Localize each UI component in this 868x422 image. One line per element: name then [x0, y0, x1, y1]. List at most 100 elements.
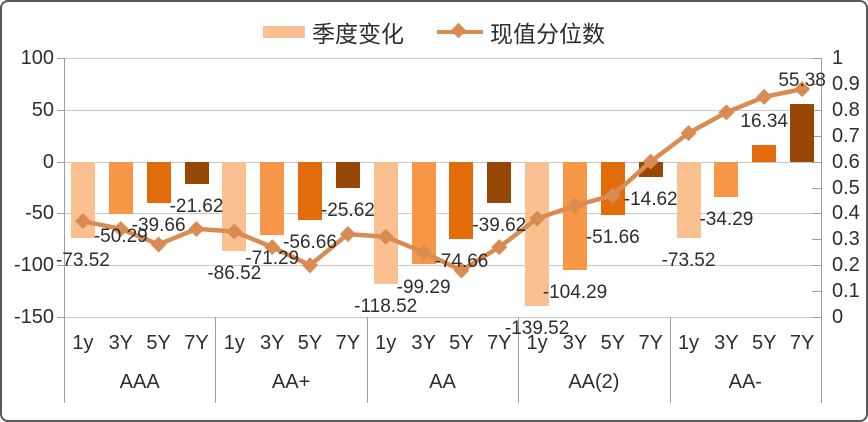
bar-AA-7Y — [487, 161, 512, 203]
right-axis-tick-0.9 — [812, 83, 821, 85]
bar-AA-5Y — [449, 161, 474, 239]
left-axis-label--100: -100 — [13, 254, 54, 277]
left-axis-tick--100 — [57, 265, 64, 267]
bar-AA(2)-3Y — [563, 161, 587, 270]
right-axis-tick-0.3 — [812, 239, 821, 241]
tenor-label-AA(2)-5Y: 5Y — [600, 332, 626, 354]
marker-AA(2)-3Y — [566, 197, 583, 214]
marker-AA--5Y — [756, 88, 773, 105]
bar-AAA-3Y — [108, 161, 133, 214]
left-axis-line — [64, 58, 65, 317]
marker-AA+-7Y — [339, 226, 356, 243]
bar-AA+-7Y — [335, 161, 360, 189]
bar-label-AA(2)-7Y: -14.62 — [623, 188, 678, 210]
group-label-AA+: AA+ — [271, 371, 311, 393]
marker-AA--7Y — [794, 81, 811, 98]
tenor-label-AAA-7Y: 7Y — [184, 332, 209, 354]
legend-line-marker — [437, 22, 483, 39]
bar-AA--5Y — [752, 144, 777, 162]
marker-AA(2)-5Y — [604, 187, 621, 204]
bar-label-AAA-1y: -73.52 — [55, 249, 110, 271]
marker-AA(2)-7Y — [642, 153, 659, 170]
marker-AAA-7Y — [188, 220, 205, 237]
bar-label-AA+-7Y: -25.62 — [320, 200, 375, 222]
bar-label-AA-7Y: -39.62 — [472, 214, 527, 236]
marker-AAA-3Y — [112, 220, 129, 237]
right-axis-label-0.3: 0.3 — [832, 228, 860, 251]
right-axis-tick-0.6 — [812, 161, 821, 163]
tenor-label-AA+-3Y: 3Y — [259, 332, 285, 354]
legend: 季度变化 现值分位数 — [263, 15, 605, 49]
marker-AA--1y — [680, 125, 697, 142]
left-axis-tick-0 — [57, 161, 64, 163]
right-axis-tick-0.2 — [812, 265, 821, 267]
group-separator-2 — [366, 317, 368, 403]
tenor-label-AA--7Y: 7Y — [789, 332, 815, 354]
tenor-label-AA(2)-1y: 1y — [526, 332, 548, 354]
bar-label-AAA-7Y: -21.62 — [169, 196, 224, 217]
group-separator-5 — [821, 317, 822, 403]
right-axis-label-0: 0 — [832, 306, 844, 328]
right-axis-label-0.1: 0.1 — [832, 280, 860, 303]
tenor-label-AA(2)-3Y: 3Y — [562, 332, 588, 354]
marker-AAA-1y — [74, 213, 91, 230]
right-axis-label-0.2: 0.2 — [832, 254, 860, 277]
right-axis-tick-0.1 — [812, 291, 821, 293]
left-axis-tick--50 — [57, 213, 64, 215]
marker-AA-5Y — [453, 262, 470, 279]
tenor-label-AA--3Y: 3Y — [714, 332, 739, 354]
right-axis-label-0.9: 0.9 — [832, 72, 860, 95]
percentile-line — [82, 86, 803, 273]
bar-AA--3Y — [714, 161, 739, 198]
marker-AA(2)-1y — [529, 210, 546, 227]
tenor-label-AA+-5Y: 5Y — [297, 332, 323, 354]
right-axis-tick-1 — [812, 58, 821, 59]
bar-label-AA--7Y: 55.38 — [778, 70, 826, 92]
left-axis-tick-50 — [57, 109, 64, 111]
right-axis-tick-0.5 — [812, 187, 821, 189]
tenor-label-AAA-5Y: 5Y — [146, 332, 171, 354]
bar-AA(2)-1y — [525, 161, 550, 307]
tenor-label-AA-3Y: 3Y — [411, 332, 436, 354]
left-axis-tick-100 — [57, 58, 64, 59]
marker-AA+-1y — [226, 223, 243, 240]
gridline--50 — [64, 213, 821, 215]
legend-line-label: 现值分位数 — [490, 21, 605, 47]
bar-AA--7Y — [790, 104, 815, 162]
bar-label-AA+-3Y: -71.29 — [245, 247, 300, 269]
gridline-100 — [64, 58, 821, 59]
bar-label-AA-3Y: -99.29 — [396, 276, 451, 298]
bar-label-AA--1y: -73.52 — [661, 249, 716, 271]
tenor-label-AA-1y: 1y — [375, 332, 397, 354]
group-separator-4 — [669, 317, 671, 403]
group-label-AAA: AAA — [119, 371, 160, 393]
tenor-label-AA--5Y: 5Y — [751, 332, 777, 354]
group-separator-0 — [64, 317, 65, 403]
left-axis-label--150: -150 — [13, 306, 54, 328]
gridline--100 — [64, 265, 821, 267]
bar-AA--1y — [676, 161, 701, 238]
legend-bar-label: 季度变化 — [312, 21, 404, 47]
bar-label-AAA-3Y: -50.29 — [93, 225, 148, 247]
marker-AA-7Y — [491, 239, 508, 256]
bar-AA-1y — [373, 161, 398, 285]
right-axis-label-0.7: 0.7 — [832, 124, 860, 147]
bar-label-AA(2)-3Y: -104.29 — [542, 281, 608, 303]
bar-label-AA(2)-5Y: -51.66 — [585, 227, 640, 249]
left-axis-label-50: 50 — [31, 98, 54, 121]
right-axis-tick-0.8 — [812, 109, 821, 111]
left-axis-label-0: 0 — [42, 150, 54, 173]
right-axis-tick-0.7 — [812, 135, 821, 137]
tenor-label-AA-7Y: 7Y — [487, 332, 512, 354]
bar-label-AA+-1y: -86.52 — [207, 263, 262, 285]
legend-bar-swatch — [263, 26, 305, 38]
bar-label-AA+-5Y: -56.66 — [283, 232, 337, 254]
legend-diamond-icon — [450, 22, 467, 39]
tenor-label-AA-5Y: 5Y — [449, 332, 474, 354]
gridline-0 — [64, 161, 821, 163]
right-axis-label-0.4: 0.4 — [832, 202, 860, 225]
bar-label-AA--3Y: -34.29 — [699, 209, 754, 231]
tenor-label-AA+-1y: 1y — [223, 332, 245, 354]
marker-AA+-5Y — [302, 257, 319, 274]
